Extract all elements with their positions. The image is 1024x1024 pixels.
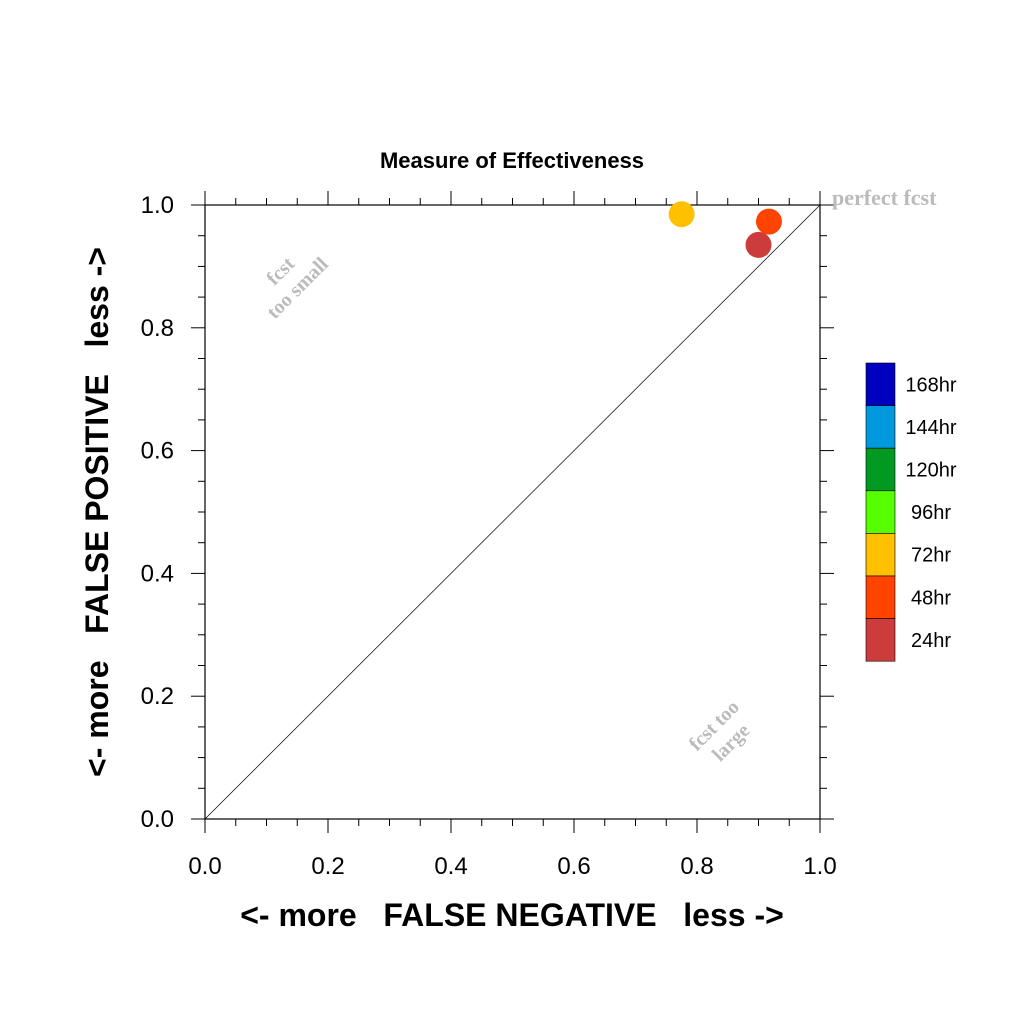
point-24hr: [745, 231, 772, 258]
legend-label-72hr: 72hr: [911, 545, 951, 567]
x-tick-label: 0.0: [188, 853, 221, 880]
x-tick-label: 0.4: [434, 853, 467, 880]
legend: 168hr 144hr 120hr 96hr 72hr 48hr 24hr: [865, 362, 957, 662]
x-tick-label: 0.2: [311, 853, 344, 880]
y-tick-label: 0.4: [141, 560, 174, 587]
legend-swatch-168hr: [865, 362, 896, 406]
perfect-fcst-label: perfect fcst: [832, 185, 937, 210]
y-tick-label: 0.8: [141, 315, 174, 342]
y-tick-label: 0.2: [141, 683, 174, 710]
legend-label-24hr: 24hr: [911, 630, 951, 652]
legend-swatch-24hr: [865, 618, 896, 662]
axis-ticks: [191, 191, 834, 833]
tick-labels: 0.0 0.2 0.4 0.6 0.8 1.0 0.0 0.2 0.4 0.6 0.8 1.0: [141, 192, 837, 880]
y-tick-label: 0.0: [141, 806, 174, 833]
x-axis-label: <- more FALSE NEGATIVE less ->: [240, 897, 784, 933]
legend-label-120hr: 120hr: [905, 460, 956, 482]
x-tick-label: 0.6: [557, 853, 590, 880]
chart-title: Measure of Effectiveness: [380, 148, 644, 173]
legend-swatch-72hr: [865, 533, 896, 577]
y-axis-label: <- more FALSE POSITIVE less ->: [79, 247, 115, 777]
diagonal-reference-line: [204, 204, 821, 820]
point-72hr: [668, 201, 695, 228]
legend-swatch-120hr: [865, 447, 896, 492]
legend-label-96hr: 96hr: [911, 502, 951, 524]
legend-label-144hr: 144hr: [905, 417, 956, 439]
legend-swatch-96hr: [865, 490, 896, 534]
legend-label-48hr: 48hr: [911, 587, 951, 609]
x-tick-label: 0.8: [680, 853, 713, 880]
legend-swatch-48hr: [865, 575, 896, 619]
y-tick-label: 1.0: [141, 192, 174, 219]
y-tick-label: 0.6: [141, 438, 174, 465]
data-points: [668, 201, 782, 258]
legend-label-168hr: 168hr: [905, 374, 956, 396]
legend-swatch-144hr: [865, 405, 896, 449]
point-48hr: [755, 208, 782, 235]
x-tick-label: 1.0: [803, 853, 836, 880]
